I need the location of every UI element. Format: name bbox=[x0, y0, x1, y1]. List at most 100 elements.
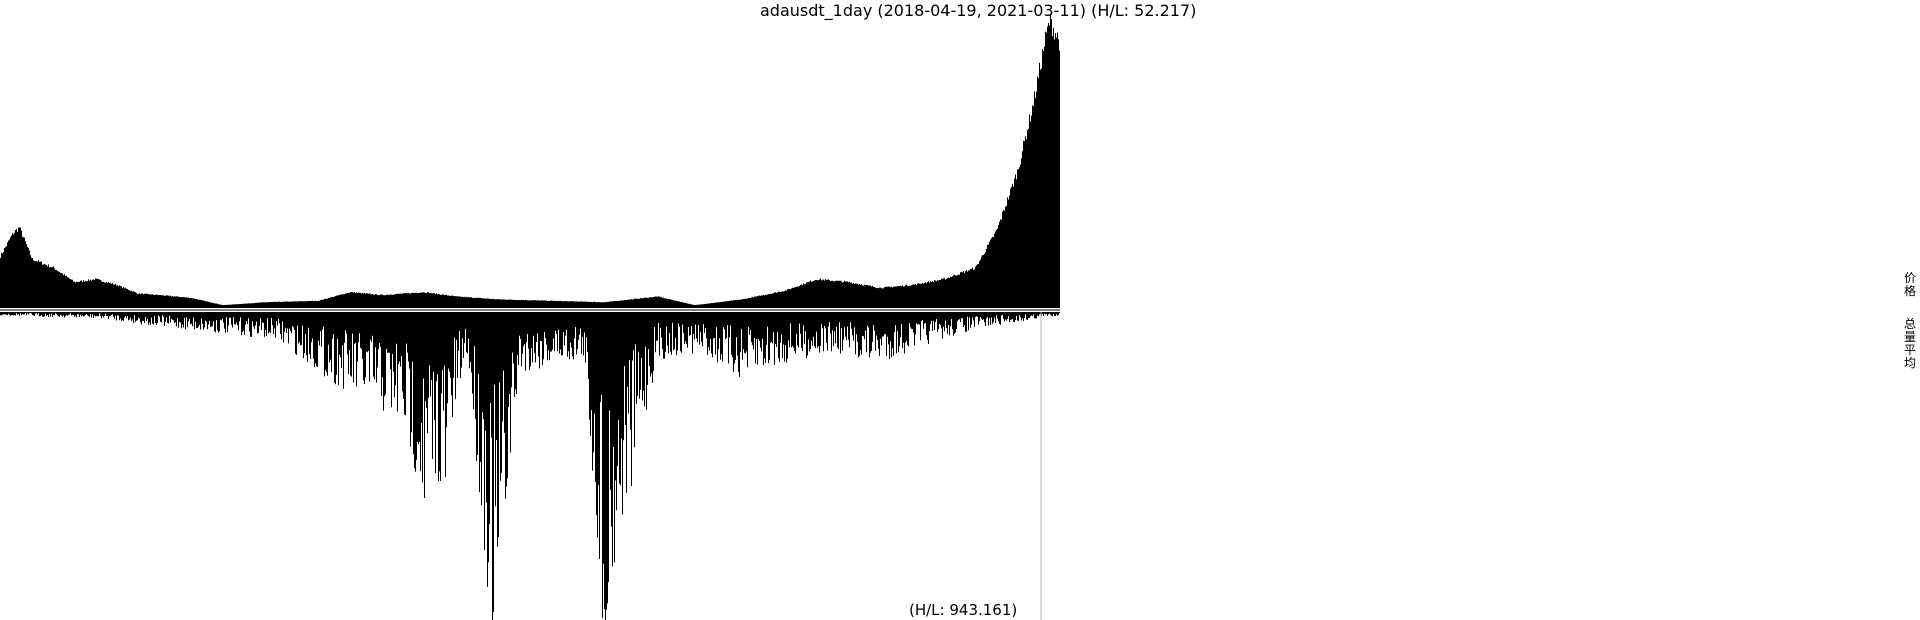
price-bar bbox=[456, 296, 457, 308]
price-bar bbox=[146, 293, 147, 308]
volume-bar bbox=[884, 312, 885, 335]
price-bar bbox=[774, 292, 775, 308]
volume-bar bbox=[378, 312, 379, 350]
volume-bar bbox=[169, 312, 170, 316]
volume-bar bbox=[109, 312, 110, 317]
volume-bar bbox=[54, 312, 55, 316]
volume-bar bbox=[1024, 312, 1025, 319]
price-bar bbox=[842, 282, 843, 308]
price-bar bbox=[66, 275, 67, 308]
price-bar bbox=[659, 296, 660, 308]
volume-bar bbox=[788, 312, 789, 341]
price-bar bbox=[226, 304, 227, 308]
price-bar bbox=[971, 268, 972, 308]
volume-bar bbox=[130, 312, 131, 318]
volume-bar bbox=[646, 312, 647, 410]
price-bar bbox=[959, 274, 960, 308]
volume-bar bbox=[1051, 312, 1052, 316]
price-bar bbox=[116, 285, 117, 308]
volume-bar bbox=[809, 312, 810, 352]
volume-bar bbox=[80, 312, 81, 315]
volume-bar bbox=[236, 312, 237, 323]
price-bar bbox=[259, 302, 260, 308]
price-bar bbox=[929, 282, 930, 308]
volume-bar bbox=[778, 312, 779, 359]
price-bar bbox=[589, 301, 590, 308]
volume-bar bbox=[466, 312, 467, 353]
price-bar bbox=[796, 286, 797, 308]
price-bar bbox=[721, 301, 722, 308]
volume-bar bbox=[981, 312, 982, 319]
price-bar bbox=[501, 299, 502, 308]
volume-bar bbox=[692, 312, 693, 354]
volume-bar bbox=[1050, 312, 1051, 315]
price-bar bbox=[539, 300, 540, 308]
price-bar bbox=[994, 233, 995, 308]
volume-bar bbox=[310, 312, 311, 359]
price-bar bbox=[684, 302, 685, 308]
volume-bar bbox=[452, 312, 453, 417]
price-bar bbox=[296, 301, 297, 308]
volume-bar bbox=[518, 312, 519, 365]
volume-bar bbox=[912, 312, 913, 330]
volume-bar bbox=[75, 312, 76, 316]
price-bar bbox=[698, 304, 699, 308]
price-bar bbox=[496, 299, 497, 308]
price-bar bbox=[273, 301, 274, 308]
volume-bar bbox=[467, 312, 468, 354]
volume-bar bbox=[711, 312, 712, 354]
volume-bar bbox=[1, 312, 2, 316]
price-bar bbox=[1042, 48, 1043, 308]
volume-bar bbox=[464, 312, 465, 344]
volume-bar bbox=[201, 312, 202, 319]
volume-bar bbox=[838, 312, 839, 350]
volume-bar bbox=[963, 312, 964, 328]
volume-bar bbox=[215, 312, 216, 333]
price-bar bbox=[839, 280, 840, 308]
volume-bar bbox=[291, 312, 292, 334]
price-bar bbox=[381, 294, 382, 308]
volume-series-bars bbox=[0, 312, 1060, 620]
price-bar bbox=[781, 291, 782, 308]
price-bar bbox=[725, 301, 726, 308]
price-bar bbox=[826, 279, 827, 308]
price-bar bbox=[799, 285, 800, 308]
price-bar bbox=[551, 300, 552, 308]
price-bar bbox=[465, 297, 466, 308]
volume-bar bbox=[191, 312, 192, 324]
price-bar bbox=[906, 284, 907, 308]
price-bar bbox=[415, 292, 416, 308]
price-bar bbox=[780, 292, 781, 308]
price-bar bbox=[864, 284, 865, 308]
price-bar bbox=[773, 293, 774, 308]
volume-bar bbox=[292, 312, 293, 327]
volume-bar bbox=[669, 312, 670, 334]
price-bar bbox=[360, 292, 361, 308]
volume-bar bbox=[1056, 312, 1057, 315]
price-bar bbox=[487, 298, 488, 308]
volume-bar bbox=[438, 312, 439, 481]
price-bar bbox=[85, 280, 86, 308]
volume-bar bbox=[124, 312, 125, 318]
volume-bar bbox=[719, 312, 720, 339]
volume-bar bbox=[298, 312, 299, 344]
volume-bar bbox=[431, 312, 432, 381]
volume-bar bbox=[978, 312, 979, 325]
volume-bar bbox=[181, 312, 182, 329]
volume-bar bbox=[781, 312, 782, 335]
volume-bar bbox=[315, 312, 316, 364]
volume-bar bbox=[834, 312, 835, 332]
price-bar bbox=[330, 297, 331, 308]
volume-bar bbox=[846, 312, 847, 341]
volume-bar bbox=[785, 312, 786, 346]
volume-bar bbox=[878, 312, 879, 349]
price-bar bbox=[380, 294, 381, 308]
price-bar bbox=[417, 293, 418, 308]
price-bar bbox=[983, 254, 984, 308]
volume-bar bbox=[66, 312, 67, 316]
price-bar bbox=[577, 301, 578, 308]
volume-bar bbox=[171, 312, 172, 319]
volume-bar bbox=[93, 312, 94, 319]
price-bar bbox=[1044, 46, 1045, 308]
volume-bar bbox=[279, 312, 280, 324]
